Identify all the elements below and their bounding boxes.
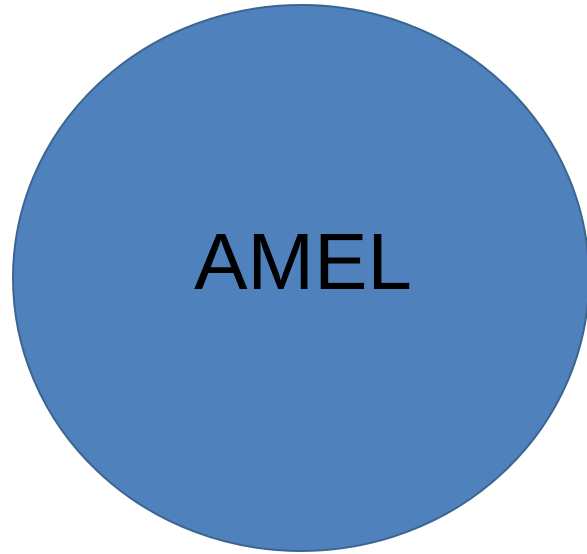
circle-node <box>12 4 587 552</box>
node-label: AMEL <box>194 217 412 306</box>
